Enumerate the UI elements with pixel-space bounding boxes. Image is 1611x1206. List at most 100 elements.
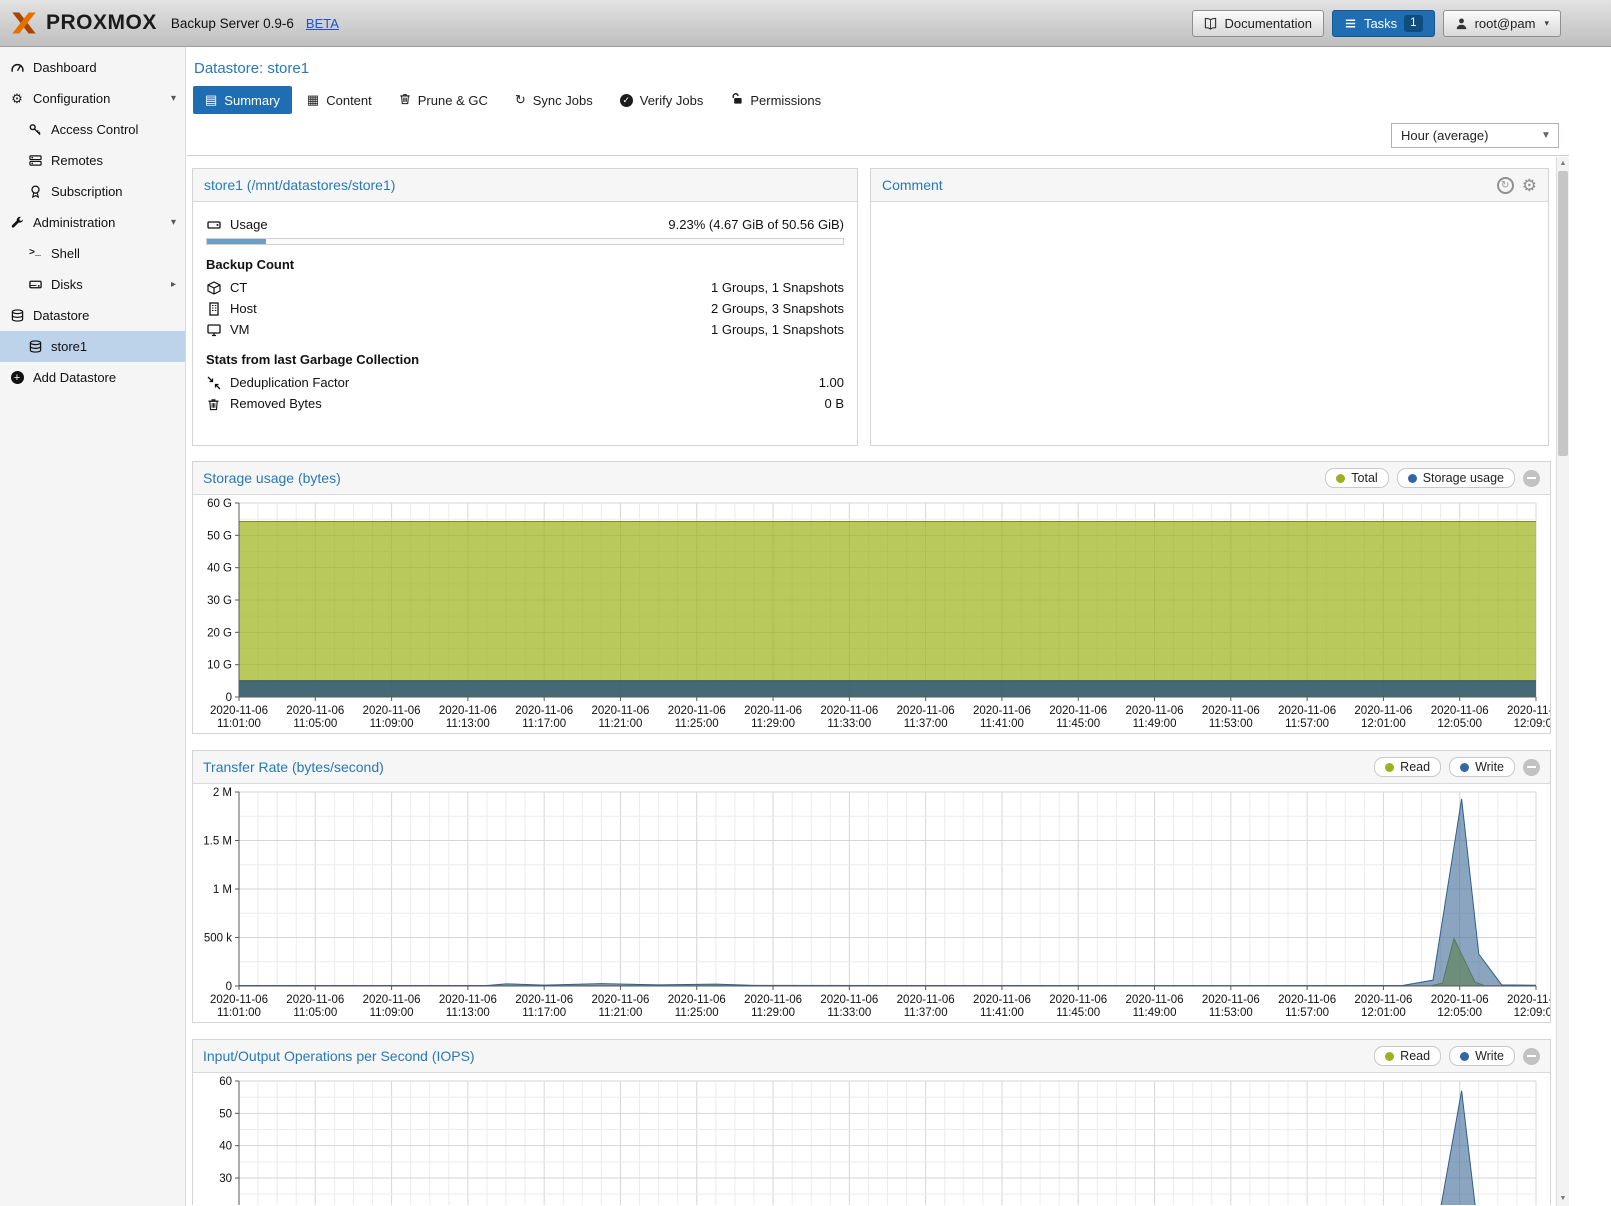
collapse-icon[interactable] xyxy=(1523,1047,1540,1065)
svg-text:12:09:00: 12:09:00 xyxy=(1514,1007,1550,1019)
chevron-down-icon: ▾ xyxy=(170,217,176,228)
svg-text:12:05:00: 12:05:00 xyxy=(1437,1007,1482,1019)
svg-text:1 M: 1 M xyxy=(213,884,232,896)
sidebar-item-dashboard[interactable]: Dashboard xyxy=(0,52,185,83)
usage-progress-bar xyxy=(206,238,844,245)
svg-text:2020-11-06: 2020-11-06 xyxy=(1354,994,1412,1006)
svg-text:11:05:00: 11:05:00 xyxy=(293,1007,337,1019)
unlock-icon xyxy=(730,92,743,108)
grid-icon: ▦ xyxy=(306,92,320,107)
svg-text:2020-11-06: 2020-11-06 xyxy=(1354,705,1412,717)
vm-count-row: VM 1 Groups, 1 Snapshots xyxy=(206,319,844,340)
svg-text:1.5 M: 1.5 M xyxy=(203,836,232,848)
svg-text:11:17:00: 11:17:00 xyxy=(522,718,566,730)
tab-label: Summary xyxy=(224,92,280,108)
scroll-up-arrow[interactable]: ▲ xyxy=(1559,160,1567,167)
tasks-button[interactable]: Tasks 1 xyxy=(1331,9,1435,37)
svg-text:11:53:00: 11:53:00 xyxy=(1209,1007,1253,1019)
circle-arrow-icon[interactable]: ↻ xyxy=(1496,176,1514,194)
collapse-icon[interactable] xyxy=(1523,758,1540,776)
svg-text:2020-11-06: 2020-11-06 xyxy=(363,705,421,717)
tab-verify-jobs[interactable]: ✓ Verify Jobs xyxy=(608,86,716,114)
svg-text:2020-11-06: 2020-11-06 xyxy=(515,994,573,1006)
sidebar-item-label: Configuration xyxy=(33,91,111,106)
svg-text:11:21:00: 11:21:00 xyxy=(599,718,643,730)
svg-text:2020-11-06: 2020-11-06 xyxy=(668,705,726,717)
panel-title: Comment xyxy=(882,177,943,193)
cube-icon xyxy=(206,280,221,295)
task-list-icon xyxy=(1345,19,1356,27)
transfer-rate-chart-card: Transfer Rate (bytes/second) Read Write 0… xyxy=(192,750,1551,1023)
sidebar-item-store1[interactable]: store1 xyxy=(0,331,185,362)
removed-bytes-row: Removed Bytes 0 B xyxy=(206,393,844,414)
sidebar-item-add-datastore[interactable]: + Add Datastore xyxy=(0,362,185,393)
removed-bytes-value: 0 B xyxy=(824,396,844,411)
user-menu-button[interactable]: root@pam ▾ xyxy=(1442,9,1561,37)
svg-text:11:01:00: 11:01:00 xyxy=(217,1007,261,1019)
user-icon xyxy=(1456,17,1466,29)
comment-body[interactable] xyxy=(871,202,1548,226)
host-count-row: Host 2 Groups, 3 Snapshots xyxy=(206,298,844,319)
svg-text:2020-11-06: 2020-11-06 xyxy=(286,705,344,717)
tab-permissions[interactable]: Permissions xyxy=(718,86,833,114)
legend-toggle-total[interactable]: Total xyxy=(1325,468,1389,488)
sidebar-item-subscription[interactable]: Subscription xyxy=(0,176,185,207)
wrench-icon xyxy=(9,216,25,229)
sidebar-item-access-control[interactable]: Access Control xyxy=(0,114,185,145)
proxmox-logo xyxy=(10,9,38,37)
sidebar-item-datastore[interactable]: Datastore xyxy=(0,300,185,331)
tab-sync-jobs[interactable]: ↻ Sync Jobs xyxy=(503,86,605,114)
chevron-right-icon: ▸ xyxy=(170,279,176,290)
legend-toggle-read[interactable]: Read xyxy=(1374,757,1442,777)
sidebar-item-shell[interactable]: >_ Shell xyxy=(0,238,185,269)
tab-label: Verify Jobs xyxy=(639,92,704,108)
time-range-select[interactable]: Hour (average) ▼ xyxy=(1391,123,1559,148)
svg-text:2020-11-06: 2020-11-06 xyxy=(363,994,421,1006)
sidebar-item-label: Administration xyxy=(33,215,116,230)
svg-text:11:41:00: 11:41:00 xyxy=(980,1007,1024,1019)
tab-summary[interactable]: ▤ Summary xyxy=(193,86,292,114)
sidebar-item-administration[interactable]: Administration ▾ xyxy=(0,207,185,238)
legend-toggle-write[interactable]: Write xyxy=(1449,757,1515,777)
product-name: Backup Server 0.9-6 xyxy=(170,15,294,31)
svg-text:2020-11-06: 2020-11-06 xyxy=(973,994,1031,1006)
tab-prune-gc[interactable]: Prune & GC xyxy=(387,86,500,114)
documentation-button[interactable]: Documentation xyxy=(1192,9,1324,37)
tabbar: ▤ Summary ▦ Content Prune & GC ↻ Sync Jo… xyxy=(187,86,1569,114)
tab-label: Prune & GC xyxy=(417,92,488,108)
vm-value: 1 Groups, 1 Snapshots xyxy=(711,322,844,337)
chevron-down-icon: ▼ xyxy=(1541,130,1551,141)
iops-chart-card: Input/Output Operations per Second (IOPS… xyxy=(192,1039,1551,1205)
sidebar-item-disks[interactable]: Disks ▸ xyxy=(0,269,185,300)
tab-label: Content xyxy=(326,92,372,108)
svg-text:500 k: 500 k xyxy=(204,933,232,945)
legend-toggle-write[interactable]: Write xyxy=(1449,1046,1515,1066)
collapse-icon[interactable] xyxy=(1523,469,1540,487)
scroll-thumb[interactable] xyxy=(1558,171,1568,456)
svg-text:2020-11-06: 2020-11-06 xyxy=(1507,994,1550,1006)
trash-icon xyxy=(399,92,411,108)
backup-count-heading: Backup Count xyxy=(206,257,295,272)
scroll-down-arrow[interactable]: ▼ xyxy=(1559,1195,1567,1202)
tab-content[interactable]: ▦ Content xyxy=(295,86,384,114)
sidebar-item-label: Datastore xyxy=(33,308,90,323)
usage-progress-fill xyxy=(207,239,266,244)
sidebar-item-remotes[interactable]: Remotes xyxy=(0,145,185,176)
vertical-scrollbar[interactable]: ▲ ▼ xyxy=(1556,157,1569,1206)
gear-icon[interactable]: ⚙ xyxy=(1521,175,1537,195)
plus-circle-icon: + xyxy=(9,371,25,384)
legend-toggle-storage-usage[interactable]: Storage usage xyxy=(1396,468,1515,488)
ct-count-row: CT 1 Groups, 1 Snapshots xyxy=(206,277,844,298)
svg-text:11:25:00: 11:25:00 xyxy=(675,718,719,730)
beta-link[interactable]: BETA xyxy=(305,15,339,31)
sidebar-item-configuration[interactable]: ⚙ Configuration ▾ xyxy=(0,83,185,114)
chart-legend: Read Write xyxy=(1374,757,1515,777)
svg-text:2020-11-06: 2020-11-06 xyxy=(515,705,573,717)
svg-text:2020-11-06: 2020-11-06 xyxy=(1126,705,1184,717)
chart-legend: Read Write xyxy=(1374,1046,1515,1066)
legend-toggle-read[interactable]: Read xyxy=(1374,1046,1442,1066)
documentation-label: Documentation xyxy=(1224,15,1312,31)
svg-text:2020-11-06: 2020-11-06 xyxy=(1278,994,1336,1006)
svg-text:2020-11-06: 2020-11-06 xyxy=(744,994,802,1006)
svg-text:2020-11-06: 2020-11-06 xyxy=(820,705,878,717)
